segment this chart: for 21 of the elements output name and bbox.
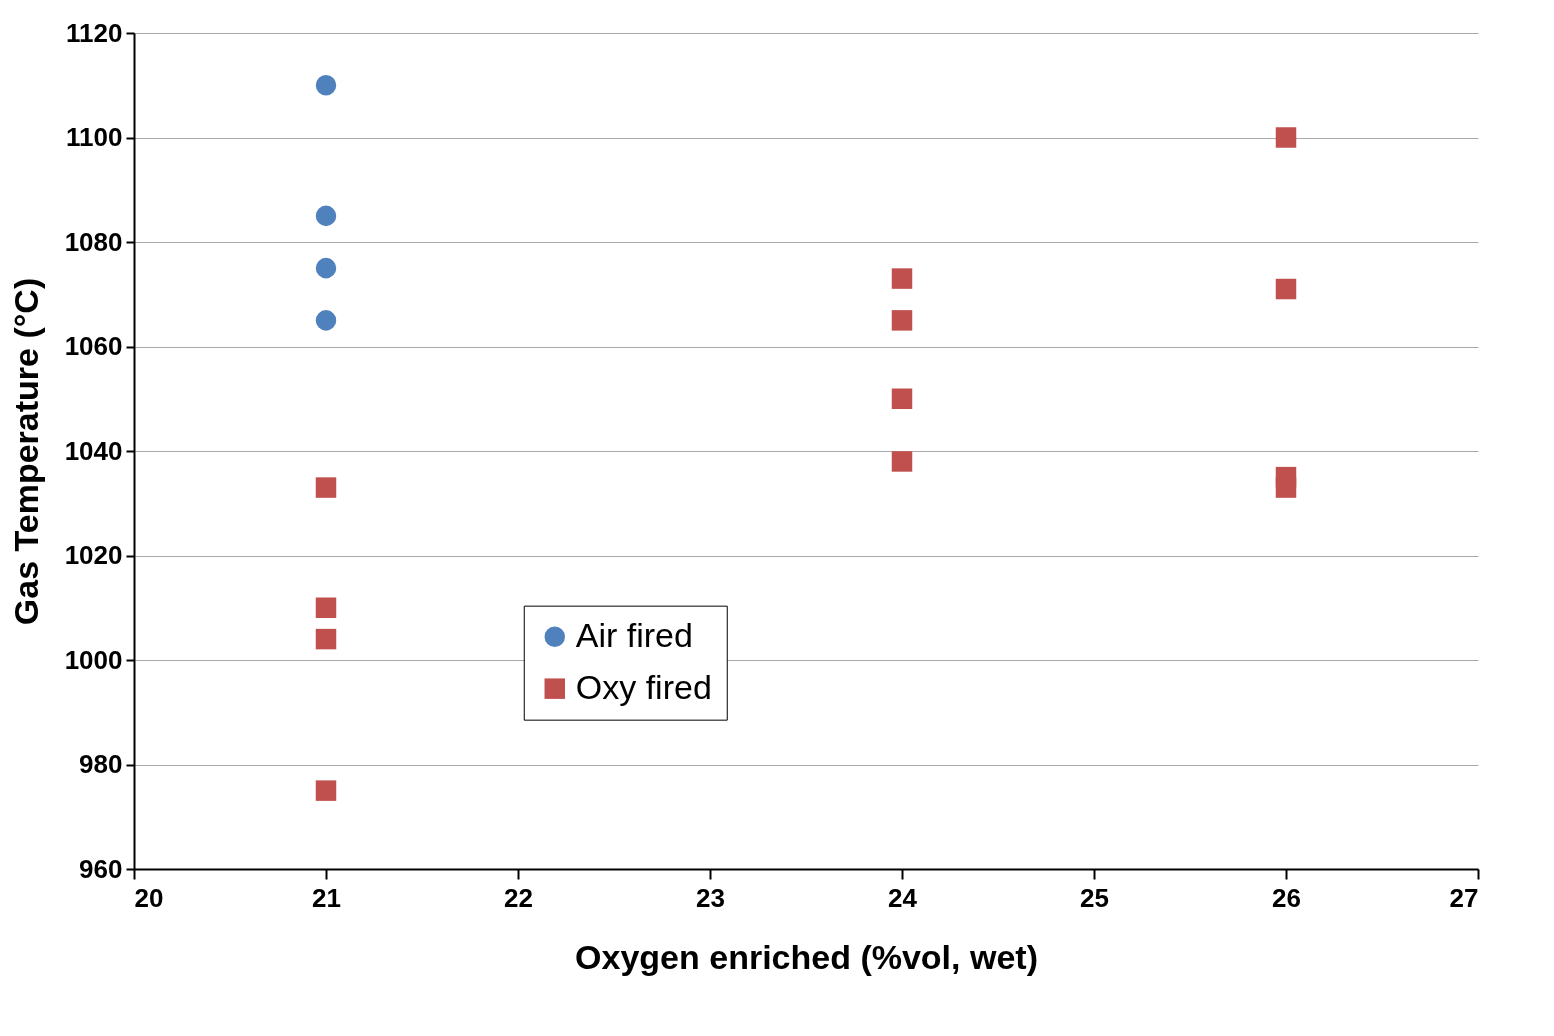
x-tick-label: 25	[1080, 882, 1109, 913]
y-tick-label: 1080	[64, 226, 123, 257]
x-tick-label: 20	[134, 882, 164, 913]
x-tick-label: 24	[888, 882, 918, 913]
x-tick-label: 21	[312, 882, 341, 913]
x-tick-label: 22	[504, 882, 533, 913]
y-tick-label: 1120	[66, 17, 123, 48]
y-tick-label: 1060	[64, 331, 123, 361]
y-axis-title: Gas Temperature (°C)	[6, 277, 45, 626]
x-axis-title: Oxygen enriched (%vol, wet)	[575, 937, 1038, 976]
y-tick-label: 1020	[64, 540, 123, 570]
y-tick-label: 1100	[66, 122, 123, 152]
y-tick-label: 960	[79, 853, 123, 884]
legend-label: Oxy fired	[575, 667, 712, 706]
y-tick-label: 1000	[64, 644, 123, 675]
y-tick-label: 980	[79, 749, 123, 779]
legend-label: Air fired	[575, 615, 693, 654]
x-tick-label: 26	[1272, 882, 1301, 913]
x-tick-label: 23	[696, 882, 725, 913]
x-tick-label: 27	[1449, 882, 1479, 913]
y-tick-label: 1040	[64, 435, 123, 466]
